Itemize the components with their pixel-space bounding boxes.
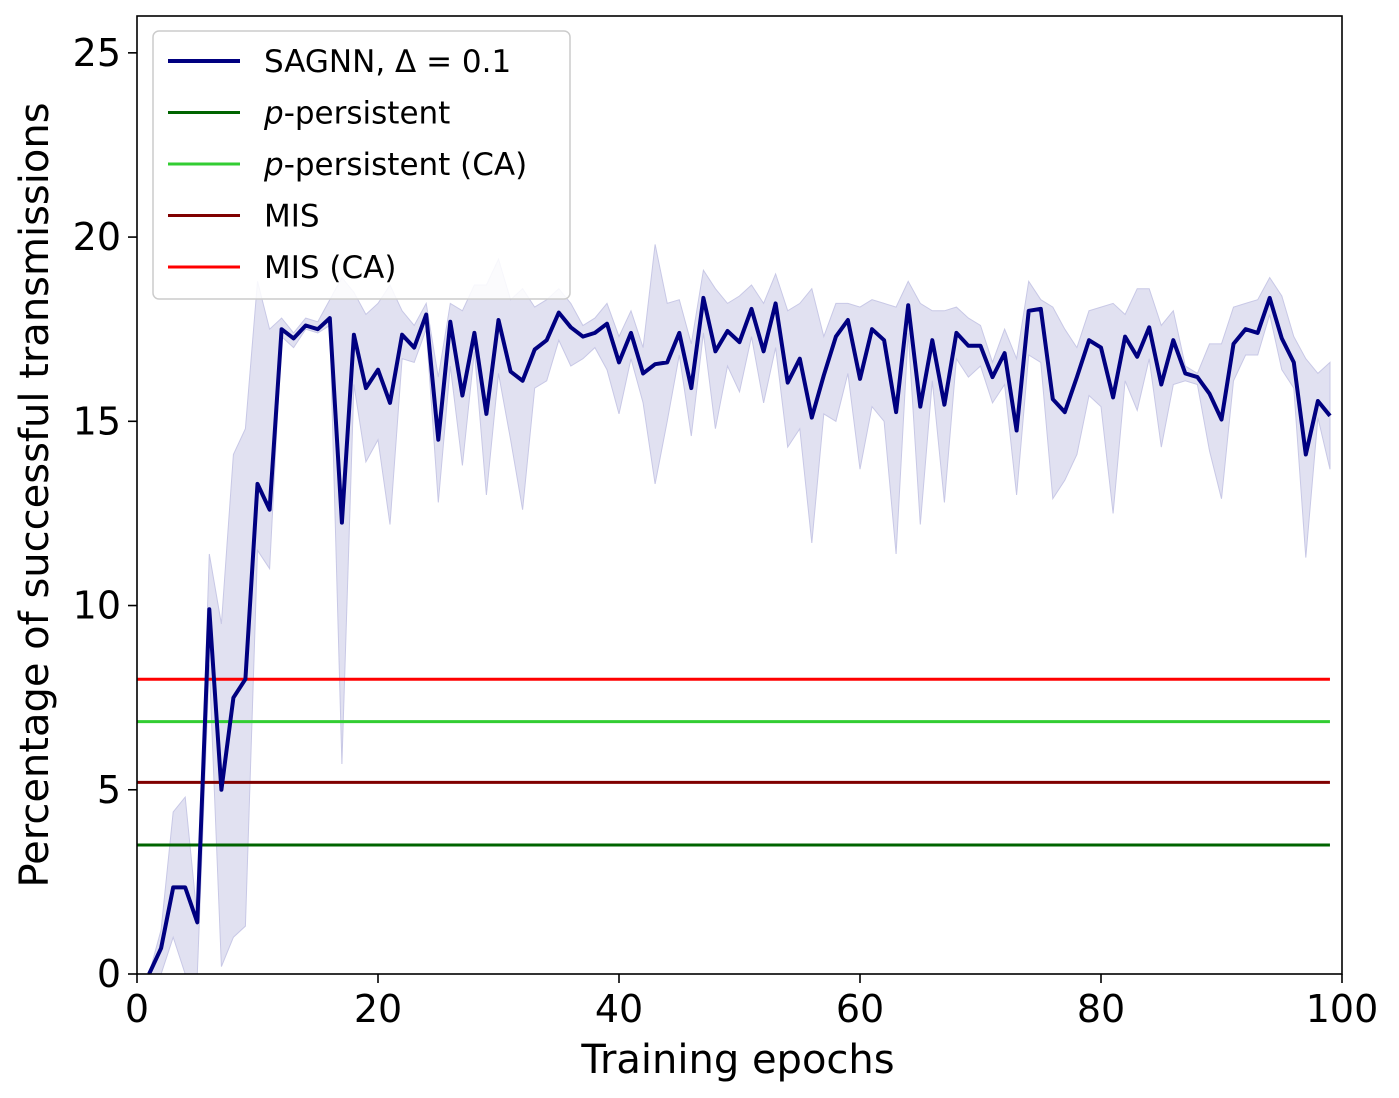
plot-frame (136, 15, 1343, 975)
axis-ticks: 0 20 40 60 80 100 0 5 10 15 20 25 (73, 31, 1379, 1031)
legend-label: SAGNN, Δ = 0.1 (264, 44, 511, 80)
y-tick-label: 15 (73, 399, 121, 443)
x-tick-label: 80 (1077, 987, 1125, 1031)
x-axis-label: Training epochs (580, 1037, 894, 1083)
y-tick-label: 10 (73, 584, 121, 628)
legend-label: MIS (CA) (264, 250, 396, 286)
y-axis-label: Percentage of successful transmissions (12, 102, 58, 887)
y-tick-label: 0 (97, 952, 121, 996)
legend-label: MIS (264, 199, 320, 235)
legend-box (152, 30, 571, 300)
plot-area (137, 244, 1332, 974)
axes-frame (136, 15, 1343, 975)
x-tick-label: 60 (836, 987, 884, 1031)
legend: SAGNN, Δ = 0.1 p-persistent p-persistent (… (152, 30, 571, 300)
x-tick-label: 100 (1306, 987, 1379, 1031)
legend-label: p-persistent (CA) (263, 147, 527, 183)
x-tick-label: 40 (595, 987, 643, 1031)
y-tick-label: 25 (73, 31, 121, 75)
legend-label: p-persistent (263, 96, 450, 132)
y-tick-label: 5 (97, 768, 121, 812)
series-line-sagnn (147, 295, 1332, 974)
x-tick-label: 0 (125, 987, 149, 1031)
y-tick-label: 20 (73, 215, 121, 259)
x-tick-label: 20 (354, 987, 402, 1031)
